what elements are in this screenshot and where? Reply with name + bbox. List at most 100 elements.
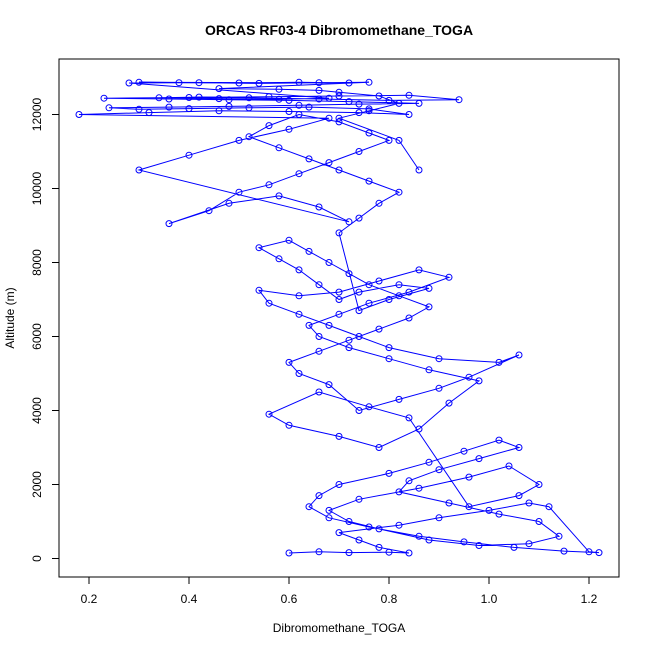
- data-point: [295, 101, 303, 109]
- data-point: [405, 549, 413, 557]
- data-point: [335, 92, 343, 100]
- data-point: [345, 549, 353, 557]
- data-point: [465, 503, 473, 511]
- data-point: [295, 266, 303, 274]
- data-point: [510, 543, 518, 551]
- data-point: [375, 444, 383, 451]
- x-tick-label: 0.4: [181, 592, 198, 606]
- data-point: [535, 518, 543, 525]
- data-point: [425, 284, 433, 292]
- data-point: [345, 518, 353, 525]
- data-point: [275, 144, 283, 152]
- data-point: [395, 521, 403, 529]
- data-point: [345, 336, 353, 344]
- data-point: [325, 159, 333, 167]
- data-point: [395, 488, 403, 496]
- data-point: [345, 270, 353, 278]
- data-point: [495, 510, 503, 518]
- data-point: [375, 543, 383, 551]
- data-point: [195, 79, 203, 87]
- data-point: [225, 199, 233, 207]
- y-tick-label: 8000: [30, 249, 44, 276]
- data-point: [435, 384, 443, 392]
- data-point: [365, 105, 373, 113]
- data-point: [445, 399, 453, 407]
- data-point: [275, 85, 283, 93]
- data-point: [375, 277, 383, 285]
- data-point: [415, 425, 423, 433]
- data-point: [265, 181, 273, 189]
- data-point: [245, 94, 253, 102]
- data-point: [135, 105, 143, 113]
- x-axis-label: Dibromomethane_TOGA: [273, 621, 406, 635]
- data-point: [525, 499, 533, 507]
- data-point: [135, 166, 143, 174]
- data-point: [155, 94, 163, 102]
- data-point: [295, 78, 303, 86]
- data-point: [315, 388, 323, 396]
- data-point: [355, 307, 363, 315]
- data-point: [325, 94, 333, 102]
- data-point: [295, 292, 303, 300]
- data-point: [375, 325, 383, 333]
- data-point: [355, 333, 363, 340]
- data-point: [455, 96, 463, 104]
- data-point: [395, 99, 403, 107]
- data-point: [355, 100, 363, 108]
- x-tick-label: 0.8: [381, 592, 398, 606]
- data-point: [345, 344, 353, 352]
- data-point: [335, 88, 343, 96]
- data-point: [505, 462, 513, 470]
- data-point: [415, 166, 423, 174]
- data-point: [345, 98, 353, 106]
- data-point: [365, 78, 373, 86]
- data-point: [325, 506, 333, 514]
- data-point: [75, 111, 83, 118]
- data-point: [405, 288, 413, 296]
- data-point: [495, 436, 503, 444]
- data-point: [475, 377, 483, 385]
- data-point: [365, 299, 373, 307]
- data-point: [315, 492, 323, 500]
- data-point: [385, 344, 393, 352]
- data-point: [135, 78, 143, 86]
- data-point: [425, 366, 433, 374]
- data-point: [525, 540, 533, 548]
- data-point: [405, 314, 413, 322]
- data-point: [315, 79, 323, 87]
- data-point: [215, 107, 223, 115]
- data-point: [105, 104, 113, 112]
- data-point: [165, 220, 173, 228]
- data-point: [435, 514, 443, 522]
- data-point: [235, 188, 243, 196]
- data-point: [305, 321, 313, 329]
- data-point: [425, 536, 433, 544]
- data-point: [335, 288, 343, 296]
- data-point: [445, 273, 453, 281]
- data-point: [315, 95, 323, 103]
- data-point: [265, 410, 273, 418]
- data-point: [335, 229, 343, 237]
- data-point: [185, 151, 193, 159]
- data-point: [285, 96, 293, 104]
- data-point: [395, 395, 403, 403]
- data-point: [415, 532, 423, 540]
- data-point: [305, 503, 313, 511]
- y-axis: 0 2000 4000 6000 8000 10000 12000: [30, 97, 60, 562]
- data-point: [535, 481, 543, 488]
- data-point: [395, 188, 403, 196]
- data-point: [415, 266, 423, 274]
- data-point: [165, 95, 173, 103]
- data-point: [515, 492, 523, 500]
- data-point: [335, 166, 343, 174]
- data-point: [335, 310, 343, 318]
- data-point: [495, 358, 503, 366]
- data-point: [305, 155, 313, 163]
- data-point: [315, 281, 323, 289]
- data-point: [315, 203, 323, 211]
- data-point: [365, 107, 373, 115]
- data-point: [395, 136, 403, 144]
- data-point: [435, 466, 443, 474]
- data-point: [355, 148, 363, 155]
